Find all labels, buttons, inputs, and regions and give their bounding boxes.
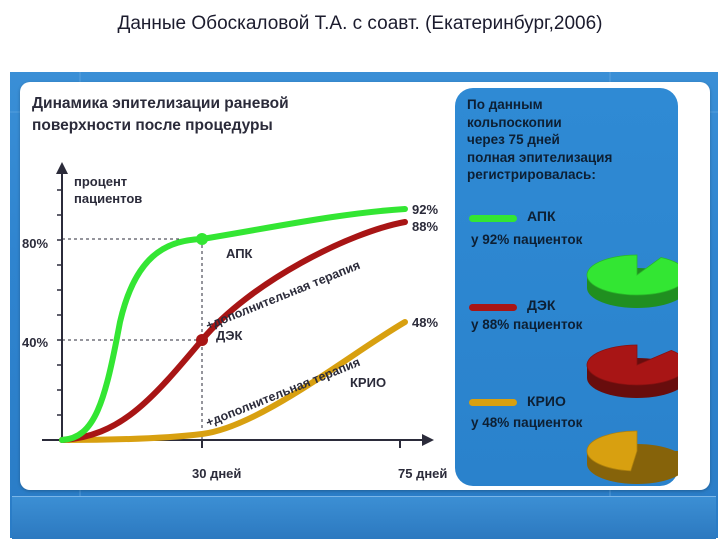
series-label-krio: КРИО [350,375,386,390]
legend-swatch-krio [469,399,517,406]
end-label-krio: 48% [412,315,438,330]
x-axis-arrow [422,434,434,446]
legend-name-dek: ДЭК [527,297,556,313]
info-title-line: кольпоскопии [467,114,562,130]
y-axis-label-line-1: процент [74,174,127,189]
info-title-line: По данным [467,97,543,112]
y-tick-label-40: 40% [22,335,48,350]
series-line-krio [59,319,408,443]
legend-swatch-dek [469,304,517,311]
end-label-apk: 92% [412,202,438,217]
y-axis-label-line-2: пациентов [74,191,142,206]
slide-header: Данные Обоскаловой Т.А. с соавт. (Екатер… [117,13,603,34]
line-chart: Динамика эпителизации раневой поверхност… [22,95,447,481]
footer-band [12,496,716,539]
annotation-therapy-lower: +дополнительная терапия [204,355,362,430]
legend-pct-krio: у 48% пациенток [471,415,583,430]
x-tick-label-30: 30 дней [192,466,241,481]
y-axis-arrow [56,162,68,174]
legend-pct-apk: у 92% пациенток [471,232,583,247]
annotation-therapy-upper: +дополнительная терапия [204,258,362,333]
info-title-line: регистрировалась: [467,167,596,182]
series-label-dek: ДЭК [216,328,243,343]
end-label-dek: 88% [412,219,438,234]
legend-name-apk: АПК [527,208,556,224]
pie-charts [586,254,678,484]
x-tick-label-75: 75 дней [398,466,447,481]
marker-dek-30 [196,334,208,346]
series-line-apk [59,206,408,443]
y-tick-label-80: 80% [22,236,48,251]
series-label-apk: АПК [226,246,253,261]
pie-slice-0 [586,254,678,296]
info-title-line: полная эпителизация [467,149,613,165]
pie-slice-2 [586,430,638,472]
chart-title-line-2: поверхности после процедуры [32,117,273,134]
info-panel: По данным кольпоскопии через 75 дней пол… [455,88,678,486]
info-title-line: через 75 дней [467,132,560,147]
legend-swatch-apk [469,215,517,222]
chart-title-line-1: Динамика эпителизации раневой [32,95,289,112]
legend-pct-dek: у 88% пациенток [471,317,583,332]
pie-slice-1 [586,344,678,386]
marker-apk-30 [196,233,208,245]
info-title: По данным кольпоскопии через 75 дней пол… [467,96,672,184]
legend-name-krio: КРИО [527,393,566,409]
